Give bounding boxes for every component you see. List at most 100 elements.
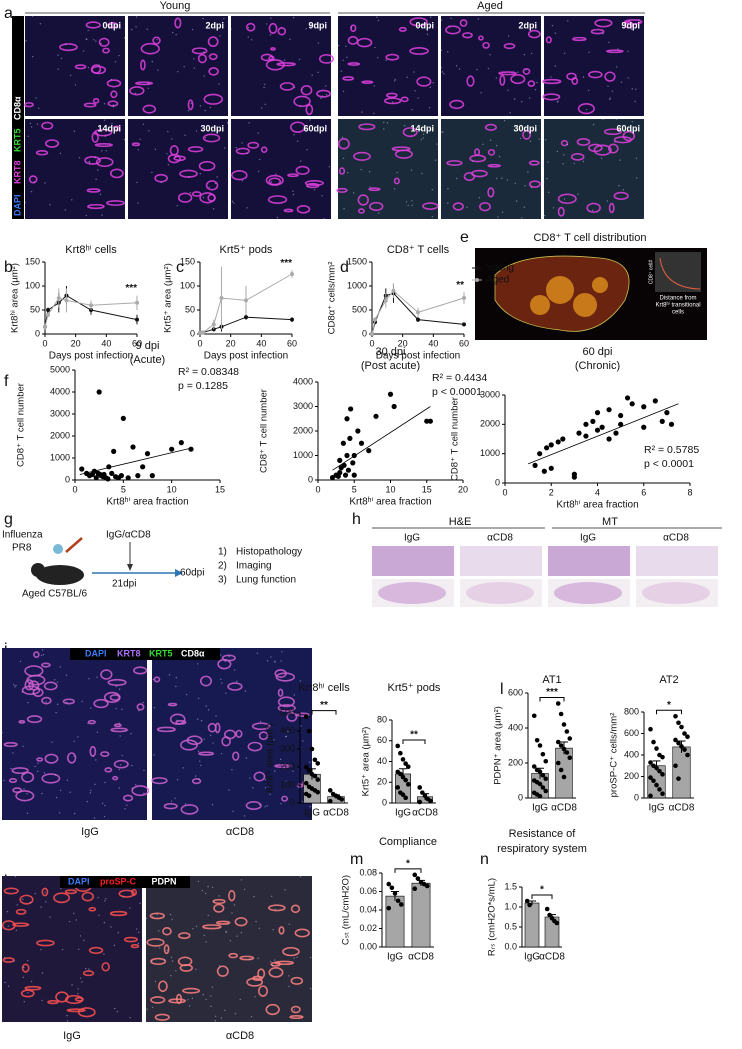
speckle <box>33 181 36 183</box>
speckle <box>480 92 482 94</box>
stain-label: KRT8 <box>12 160 22 184</box>
speckle <box>22 898 24 900</box>
speckle <box>447 202 449 204</box>
tissue-feature <box>586 202 601 214</box>
speckle <box>377 57 379 59</box>
x-tick-label: 0 <box>42 338 47 348</box>
data-point <box>341 462 347 468</box>
tissue-feature <box>109 168 124 179</box>
speckle <box>170 956 173 959</box>
group-label: Young <box>160 0 191 12</box>
speckle <box>118 768 120 771</box>
micrograph <box>2 876 142 1022</box>
speckle <box>233 904 236 906</box>
tissue-feature <box>510 74 526 85</box>
data-point <box>351 472 357 478</box>
speckle <box>506 179 509 181</box>
tissue-feature <box>247 741 263 752</box>
tissue-feature <box>277 704 296 712</box>
tissue-feature <box>231 170 248 181</box>
speckle <box>562 163 564 165</box>
speckle <box>196 663 199 665</box>
speckle <box>220 678 222 680</box>
data-point <box>386 905 392 911</box>
speckle <box>209 734 212 737</box>
data-point <box>355 428 361 434</box>
tissue-feature <box>245 801 262 811</box>
tissue-feature <box>207 722 217 733</box>
speckle <box>288 985 290 988</box>
speckle <box>66 779 68 782</box>
speckle <box>154 148 157 151</box>
speckle <box>24 201 26 204</box>
speckle <box>287 975 290 977</box>
speckle <box>55 796 58 799</box>
panel-title: CD8⁺ T cell distribution <box>533 232 646 244</box>
y-tick-label: 20 <box>377 777 387 787</box>
y-tick-label: 0 <box>290 797 295 807</box>
tissue-feature <box>154 1013 170 1021</box>
speckle <box>309 119 311 121</box>
speckle <box>296 956 298 959</box>
x-tick-label: 0 <box>72 484 77 494</box>
speckle <box>441 71 444 73</box>
speckle <box>40 948 42 951</box>
data-point <box>654 782 659 788</box>
tissue-feature <box>623 20 634 29</box>
speckle <box>142 701 144 704</box>
data-point <box>398 902 404 907</box>
tissue-feature <box>131 785 150 797</box>
diagram-text: Histopathology <box>236 547 302 558</box>
speckle <box>318 26 320 29</box>
speckle <box>171 918 173 921</box>
speckle <box>342 59 344 61</box>
y-tick-label: 80 <box>377 714 387 724</box>
tissue-feature <box>498 71 517 76</box>
tissue-feature <box>106 79 122 88</box>
tissue-feature <box>338 167 346 175</box>
tissue-feature <box>296 712 310 717</box>
tissue-feature <box>175 719 187 725</box>
speckle <box>622 189 625 191</box>
tissue-feature <box>466 75 475 87</box>
tissue-feature <box>463 172 476 182</box>
speckle <box>57 68 59 70</box>
tissue-feature <box>53 892 71 904</box>
data-point <box>651 739 656 745</box>
y-tick-label: 1.0 <box>504 901 517 911</box>
chart-title: AT1 <box>542 674 561 686</box>
speckle <box>61 948 64 951</box>
speckle <box>185 693 188 696</box>
speckle <box>224 660 226 662</box>
tissue-feature <box>33 651 40 658</box>
y-tick-label: 200 <box>280 761 295 771</box>
speckle <box>118 54 120 57</box>
tissue-feature <box>282 946 300 957</box>
tissue-feature <box>187 99 194 111</box>
tissue-feature <box>221 654 236 662</box>
speckle <box>293 957 295 959</box>
data-point <box>348 406 354 412</box>
x-tick-label: 60 <box>132 338 142 348</box>
speckle <box>151 916 154 918</box>
speckle <box>307 185 309 188</box>
speckle <box>228 655 230 658</box>
speckle <box>241 179 244 182</box>
tissue-feature <box>347 62 361 66</box>
data-point <box>373 317 378 322</box>
speckle <box>131 787 133 789</box>
speckle <box>411 204 413 207</box>
speckle <box>203 51 205 53</box>
speckle <box>122 896 125 898</box>
tissue-feature <box>283 208 294 213</box>
tissue-feature <box>251 722 271 731</box>
tissue-feature <box>522 129 532 140</box>
y-tick-label: 0 <box>190 328 195 338</box>
tissue-feature <box>205 180 219 191</box>
speckle <box>239 998 241 1001</box>
speckle <box>211 886 214 889</box>
speckle <box>547 161 549 163</box>
speckle <box>548 191 550 194</box>
speckle <box>123 138 126 141</box>
speckle <box>517 71 519 73</box>
